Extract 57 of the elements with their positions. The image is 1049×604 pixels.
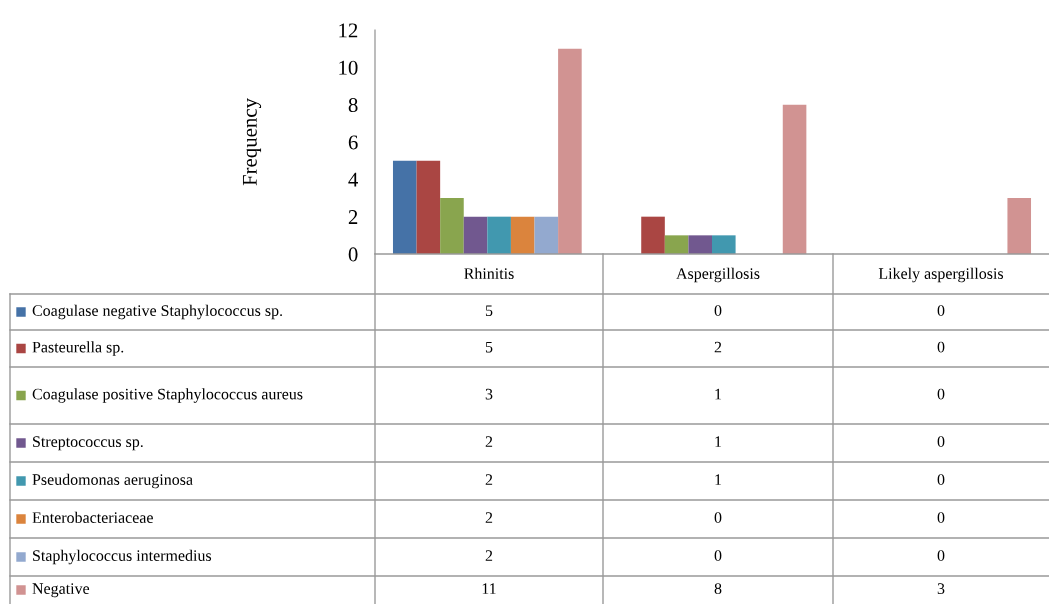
data-label: 0 [937,550,945,561]
data-label: 0 [937,474,945,485]
data-label: 5 [485,341,493,353]
data-label: 2 [485,512,493,523]
legend-label: Enterobacteriaceae [32,511,153,523]
y-tick-label: 10 [339,60,358,75]
data-label: 5 [485,305,493,316]
bar [487,216,511,254]
data-label: 1 [715,474,722,485]
legend-label: Coagulase positive Staphylococcus aureus [32,388,303,403]
bar [712,235,736,254]
bar [392,160,417,254]
bar [463,216,488,254]
legend-label: Staphylococcus intermedius [33,549,212,565]
bar [782,104,807,254]
bar [558,48,582,254]
data-label: 0 [714,550,722,561]
bar [641,216,665,254]
bar [534,216,559,254]
bar [510,216,535,254]
y-tick-label: 4 [348,172,359,187]
y-axis-title: Frequency [242,98,262,186]
data-label: 11 [482,583,496,594]
y-tick-label: 6 [348,135,358,150]
legend-label: Streptococcus sp. [33,436,143,451]
y-tick-label: 12 [339,23,358,38]
bar [688,235,712,254]
data-label: 8 [714,583,722,594]
data-label: 0 [937,388,945,400]
y-tick-label: 0 [348,247,358,262]
y-tick-label: 2 [348,210,358,224]
legend-label: Coagulase negative Staphylococcus sp. [32,304,282,320]
data-label: 3 [937,583,945,594]
bar [664,235,689,254]
data-label: 0 [937,341,945,353]
x-tick-label: Rhinitis [464,267,514,279]
legend-label: Pseudomonas aeruginosa [32,473,193,489]
data-label: 2 [485,436,493,447]
data-label: 3 [485,388,493,400]
legend-label: Negative [32,583,90,598]
data-label: 1 [715,388,722,400]
data-label: 1 [715,436,722,447]
data-label: 0 [937,436,945,447]
bar [416,160,441,254]
legend-label: Pasteurella sp. [32,341,124,356]
bar [440,198,464,254]
data-label: 2 [714,341,722,353]
data-label: 2 [485,550,493,561]
data-label: 0 [714,512,722,523]
x-tick-label: Likely aspergillosis [878,267,1004,283]
bar [1007,198,1032,254]
data-label: 0 [937,512,945,523]
y-tick-label: 8 [348,98,358,113]
data-label: 0 [937,305,945,316]
data-label: 2 [485,474,493,485]
data-label: 0 [714,305,722,316]
x-tick-label: Aspergillosis [676,267,760,283]
